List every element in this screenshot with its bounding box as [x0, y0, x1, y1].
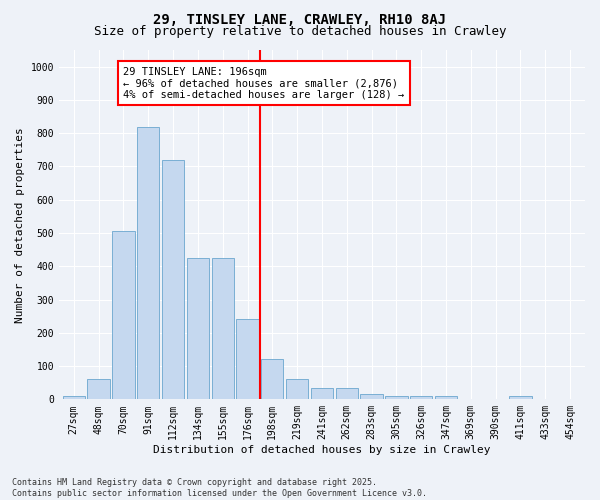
Text: Size of property relative to detached houses in Crawley: Size of property relative to detached ho…	[94, 25, 506, 38]
Bar	[361, 394, 383, 400]
Bar	[212, 258, 234, 400]
Text: Contains HM Land Registry data © Crown copyright and database right 2025.
Contai: Contains HM Land Registry data © Crown c…	[12, 478, 427, 498]
Bar	[385, 396, 407, 400]
X-axis label: Distribution of detached houses by size in Crawley: Distribution of detached houses by size …	[153, 445, 491, 455]
Bar	[112, 232, 134, 400]
Bar	[236, 320, 259, 400]
Bar	[311, 388, 333, 400]
Bar	[435, 396, 457, 400]
Bar	[187, 258, 209, 400]
Bar	[286, 380, 308, 400]
Text: 29 TINSLEY LANE: 196sqm
← 96% of detached houses are smaller (2,876)
4% of semi-: 29 TINSLEY LANE: 196sqm ← 96% of detache…	[124, 66, 404, 100]
Bar	[162, 160, 184, 400]
Bar	[335, 388, 358, 400]
Bar	[410, 396, 433, 400]
Bar	[62, 396, 85, 400]
Y-axis label: Number of detached properties: Number of detached properties	[15, 127, 25, 322]
Bar	[509, 396, 532, 400]
Bar	[137, 126, 160, 400]
Bar	[261, 360, 283, 400]
Bar	[88, 380, 110, 400]
Text: 29, TINSLEY LANE, CRAWLEY, RH10 8AJ: 29, TINSLEY LANE, CRAWLEY, RH10 8AJ	[154, 12, 446, 26]
